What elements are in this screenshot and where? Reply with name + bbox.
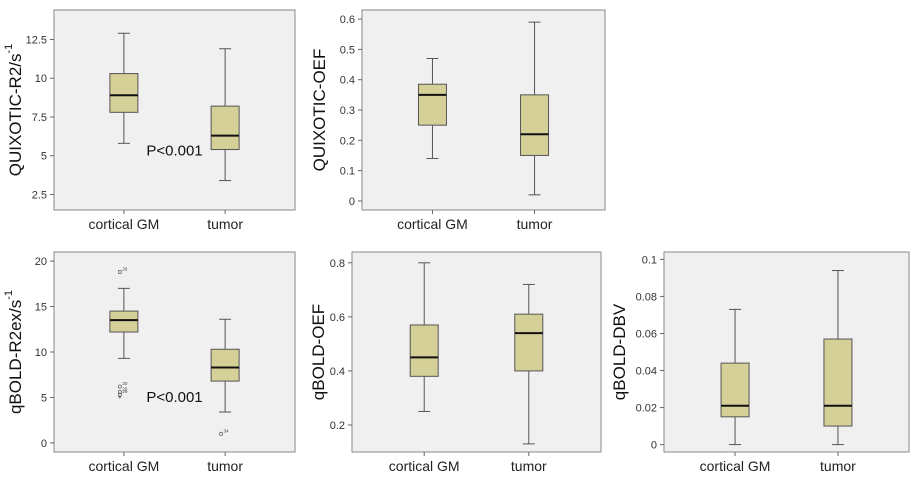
iqr-box [823, 338, 853, 427]
outlier-point [117, 392, 122, 397]
chart-panel-5: 0 0.02 0.04 0.06 0.08 0.1 qBOLD-DBV cortical GM… [610, 251, 910, 474]
y-tick-label: 0 [651, 440, 657, 452]
y-tick-label: 0 [349, 196, 355, 208]
x-category-label: cortical GM [389, 458, 460, 474]
chart-panel-3: 0 5 10 15 20 qBOLD-R2ex/s-1 cortical GM tumor 26… [3, 251, 296, 474]
outlier-label: 30 [122, 381, 128, 386]
box-tumor [520, 21, 550, 196]
outlier-label: 26 [122, 267, 128, 272]
y-axis-label-text: QUIXOTIC-R2/s [6, 53, 25, 176]
outlier-label: 29 [122, 389, 128, 394]
y-tick-label: 0.2 [330, 420, 345, 432]
y-tick-label: 10 [35, 73, 47, 85]
y-axis-label-text: qBOLD-R2ex/s [6, 300, 25, 414]
y-tick-label: 0.6 [340, 14, 355, 26]
x-category-label: cortical GM [88, 458, 159, 474]
y-tick-label: 0.08 [636, 291, 657, 303]
y-tick-label: 2.5 [32, 189, 47, 201]
x-category-label: tumor [511, 458, 547, 474]
x-category-label: cortical GM [397, 216, 468, 232]
outlier-star: * [118, 394, 122, 402]
y-tick-label: 0.06 [636, 328, 657, 340]
y-axis-label-text: qBOLD-OEF [309, 304, 328, 400]
y-tick-label: 0.1 [340, 166, 355, 178]
p-value-annotation: P<0.001 [146, 389, 202, 406]
chart-panel-2: 0 0.1 0.2 0.3 0.4 0.5 0.6 QUIXOTIC-OEF cortical … [310, 9, 606, 232]
box-tumor [514, 283, 544, 445]
p-value-annotation: P<0.001 [146, 143, 202, 160]
y-tick-label: 0.2 [340, 135, 355, 147]
outlier-point [219, 431, 224, 436]
y-axis-label-superscript: -1 [3, 290, 15, 300]
box-cortical-gm [417, 57, 447, 159]
iqr-box [109, 73, 139, 113]
y-tick-label: 15 [35, 302, 47, 314]
y-tick-label: 0.1 [642, 254, 657, 266]
plot-frame [53, 9, 296, 211]
plot-frame [53, 251, 296, 453]
y-tick-label: 10 [35, 347, 47, 359]
iqr-box [514, 313, 544, 372]
x-category-label: tumor [207, 216, 243, 232]
y-axis-label: qBOLD-DBV [610, 303, 629, 400]
y-axis-label-text: QUIXOTIC-OEF [310, 49, 329, 172]
box-cortical-gm [109, 32, 139, 144]
y-tick-label: 5 [41, 392, 47, 404]
iqr-box [417, 83, 447, 126]
y-tick-label: 20 [35, 256, 47, 268]
y-tick-label: 7.5 [32, 112, 47, 124]
iqr-box [210, 105, 240, 151]
box-cortical-gm [409, 262, 439, 412]
y-tick-label: 0.8 [330, 258, 345, 270]
iqr-box [109, 310, 139, 333]
y-tick-label: 0.3 [340, 105, 355, 117]
x-category-label: cortical GM [88, 216, 159, 232]
box-cortical-gm [720, 308, 750, 446]
outlier-label: 34 [224, 428, 230, 433]
plot-frame [663, 251, 910, 453]
iqr-box [520, 94, 550, 156]
y-tick-label: 0.6 [330, 312, 345, 324]
y-tick-label: 0.04 [636, 366, 657, 378]
y-axis-label: QUIXOTIC-OEF [310, 49, 329, 172]
y-axis-label: QUIXOTIC-R2/s-1 [3, 44, 25, 177]
chart-panel-4: 0.2 0.4 0.6 0.8 qBOLD-OEF cortical GM tumor [309, 251, 602, 474]
y-tick-label: 0.4 [340, 75, 355, 87]
outlier-point [117, 390, 122, 394]
y-axis-label: qBOLD-OEF [309, 304, 328, 400]
iqr-box [720, 362, 750, 418]
x-category-label: tumor [820, 458, 856, 474]
y-tick-label: 0 [41, 438, 47, 450]
y-axis-label-superscript: -1 [3, 44, 15, 54]
y-tick-label: 5 [41, 151, 47, 163]
iqr-box [409, 324, 439, 377]
outlier-point [117, 384, 122, 389]
y-tick-label: 12.5 [26, 34, 47, 46]
iqr-box [210, 348, 240, 382]
plot-frame [351, 251, 602, 453]
y-axis-label-text: qBOLD-DBV [610, 303, 629, 400]
y-tick-label: 0.4 [330, 366, 345, 378]
outlier-label: 20 [122, 387, 128, 392]
x-category-label: cortical GM [700, 458, 771, 474]
box-tumor [210, 48, 240, 182]
y-axis-label: qBOLD-R2ex/s-1 [3, 290, 25, 414]
y-tick-label: 0.5 [340, 44, 355, 56]
plot-frame [361, 9, 606, 211]
box-cortical-gm [109, 287, 139, 359]
box-tumor [823, 270, 853, 446]
x-category-label: tumor [517, 216, 553, 232]
y-tick-label: 0.02 [636, 403, 657, 415]
box-tumor [210, 318, 240, 413]
outlier-point [117, 270, 122, 274]
x-category-label: tumor [207, 458, 243, 474]
